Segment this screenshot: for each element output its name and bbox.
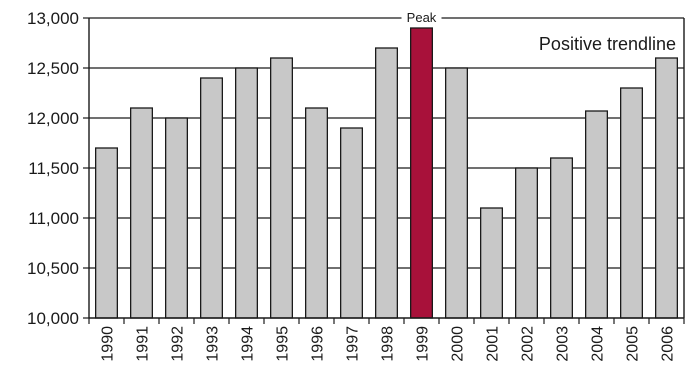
y-tick-label: 12,500 — [27, 59, 79, 78]
y-tick-label: 10,000 — [27, 309, 79, 328]
x-tick-label: 2001 — [485, 326, 502, 362]
bar-peak — [409, 27, 433, 319]
x-tick-label: 1997 — [345, 326, 362, 362]
y-tick-label: 13,000 — [27, 9, 79, 28]
bar — [339, 127, 363, 319]
y-tick-label: 12,000 — [27, 109, 79, 128]
x-tick-label: 2004 — [590, 326, 607, 362]
trend-annotation: Positive trendline — [539, 34, 676, 54]
bar — [374, 47, 398, 319]
x-tick-label: 1996 — [310, 326, 327, 362]
bar — [479, 207, 503, 319]
bar — [655, 57, 679, 319]
y-tick-label: 10,500 — [27, 259, 79, 278]
bar — [164, 117, 188, 319]
bar — [304, 107, 328, 319]
y-tick-label: 11,000 — [28, 209, 79, 228]
peak-annotation: Peak — [407, 10, 437, 25]
bar — [95, 147, 119, 319]
x-tick-label: 1993 — [205, 326, 222, 362]
y-tick-labels: 10,000 10,500 11,000 11,500 12,000 12,500 13,0… — [27, 9, 79, 328]
trend-label-background — [499, 32, 677, 56]
x-tick-label: 2005 — [625, 326, 642, 362]
x-tick-label: 2002 — [520, 326, 537, 362]
x-tick-labels: 1990 1991 1992 1993 1994 1995 1996 1997 1998 1999… — [100, 326, 677, 362]
axes — [83, 17, 685, 324]
bar — [550, 157, 574, 319]
x-tick-label: 1990 — [100, 326, 117, 362]
bar — [444, 67, 468, 319]
bar — [515, 167, 539, 319]
bars — [95, 27, 679, 319]
x-tick-label: 1992 — [170, 326, 187, 362]
x-tick-label: 2000 — [450, 326, 467, 362]
x-tick-label: 1998 — [380, 326, 397, 362]
bar — [620, 87, 644, 319]
x-tick-label: 2003 — [555, 326, 572, 362]
bar — [585, 110, 609, 319]
bar — [269, 57, 293, 319]
annotations: Positive trendline Peak — [401, 9, 677, 56]
x-tick-label: 1994 — [240, 326, 257, 362]
x-tick-label: 2006 — [660, 326, 677, 362]
x-tick-label: 1999 — [415, 326, 432, 362]
bar — [234, 67, 258, 319]
x-tick-label: 1995 — [275, 326, 292, 362]
peak-label-background — [401, 9, 442, 25]
x-tick-label: 1991 — [135, 326, 152, 362]
y-tick-label: 11,500 — [28, 159, 79, 178]
bar — [129, 107, 153, 319]
bar — [199, 77, 223, 319]
